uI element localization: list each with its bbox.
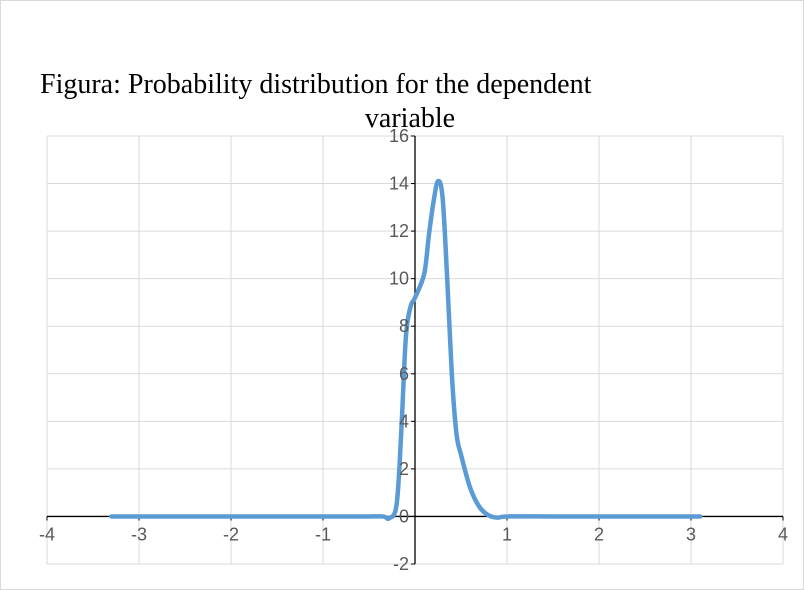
chart-title-line-1: Figura: Probability distribution for the… <box>40 69 592 100</box>
x-tick-label: -3 <box>131 524 147 544</box>
y-tick-label: -2 <box>393 554 409 574</box>
y-tick-label: 8 <box>399 316 409 336</box>
y-tick-label: 2 <box>399 459 409 479</box>
series-layer <box>109 178 703 522</box>
y-tick-label: 10 <box>389 269 409 289</box>
y-tick-label: 16 <box>389 126 409 146</box>
y-tick-label: 14 <box>389 174 409 194</box>
y-tick-label: 6 <box>399 364 409 384</box>
chart-title-line-2: variable <box>364 103 456 134</box>
x-tick-label: -4 <box>39 524 55 544</box>
x-tick-label: 2 <box>594 524 604 544</box>
axes <box>46 135 784 565</box>
chart-title: Figura: Probability distribution for the… <box>40 68 720 136</box>
x-tick-label: -2 <box>223 524 239 544</box>
x-tick-label: 1 <box>502 524 512 544</box>
x-tick-label: 3 <box>686 524 696 544</box>
x-tick-label: -1 <box>315 524 331 544</box>
y-tick-label: 12 <box>389 221 409 241</box>
series-line <box>109 178 703 522</box>
y-tick-label: 4 <box>399 411 409 431</box>
x-tick-label: 4 <box>778 524 788 544</box>
y-tick-label: 0 <box>399 506 409 526</box>
